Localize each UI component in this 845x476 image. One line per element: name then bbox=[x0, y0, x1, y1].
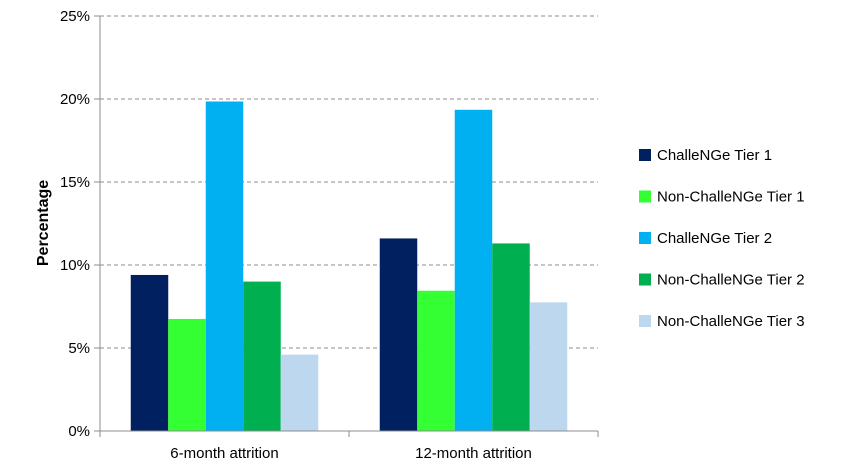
x-category-label: 6-month attrition bbox=[170, 445, 278, 462]
y-tick-label: 20% bbox=[60, 91, 90, 108]
bar bbox=[529, 302, 568, 431]
y-tick-label: 25% bbox=[60, 8, 90, 25]
y-tick-label: 5% bbox=[68, 340, 90, 357]
legend-label: Non-ChalleNGe Tier 1 bbox=[657, 189, 805, 206]
legend-swatch bbox=[639, 315, 651, 327]
bar bbox=[205, 101, 244, 432]
y-tick-label: 10% bbox=[60, 257, 90, 274]
y-axis-title: Percentage bbox=[35, 180, 52, 266]
x-category-label: 12-month attrition bbox=[415, 445, 532, 462]
legend-label: ChalleNGe Tier 1 bbox=[657, 147, 772, 164]
bar bbox=[379, 238, 418, 431]
legend-label: ChalleNGe Tier 2 bbox=[657, 230, 772, 247]
legend-label: Non-ChalleNGe Tier 2 bbox=[657, 272, 805, 289]
bar bbox=[168, 318, 206, 431]
y-tick-label: 15% bbox=[60, 174, 90, 191]
y-tick-label: 0% bbox=[68, 423, 90, 440]
legend-swatch bbox=[639, 149, 651, 161]
bars bbox=[130, 101, 568, 432]
bar bbox=[417, 290, 455, 431]
legend-swatch bbox=[639, 273, 651, 286]
bar bbox=[130, 274, 169, 431]
axes bbox=[94, 15, 599, 437]
legend-label: Non-ChalleNGe Tier 3 bbox=[657, 313, 805, 330]
legend: ChalleNGe Tier 1 Non-ChalleNGe Tier 1 Chal… bbox=[639, 147, 805, 330]
bar bbox=[454, 109, 493, 431]
legend-swatch bbox=[639, 190, 651, 203]
bar bbox=[243, 281, 281, 431]
legend-swatch bbox=[639, 232, 651, 244]
axis-labels: 0% 5% 10% 15% 20% 25% 6-month attrition 12-mont… bbox=[60, 8, 532, 462]
bar bbox=[492, 243, 530, 431]
bar bbox=[280, 354, 319, 431]
